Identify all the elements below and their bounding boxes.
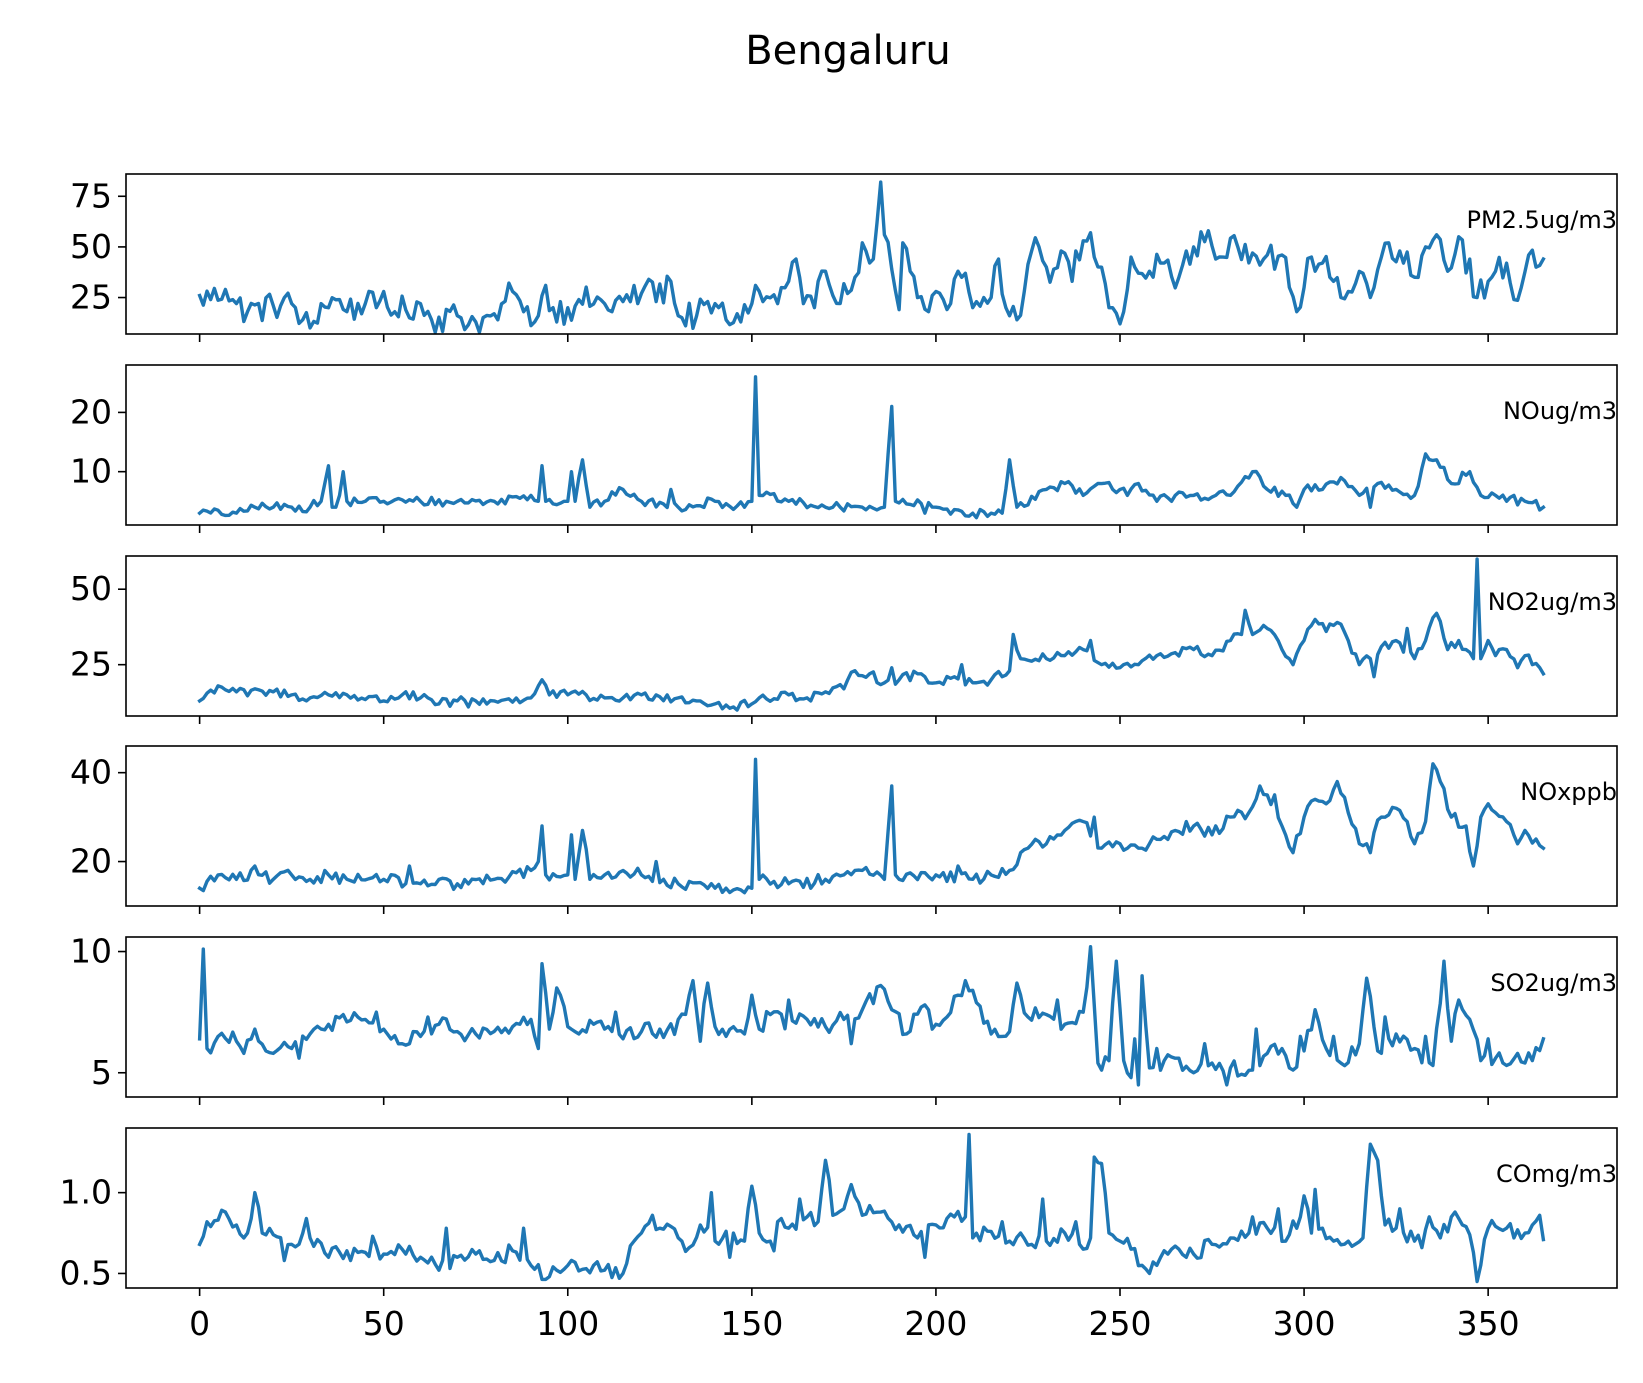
series-line-noxppb — [197, 757, 1546, 895]
panel-label-so2ug-m3: SO2ug/m3 — [1490, 969, 1617, 997]
y-tick-label: 50 — [70, 227, 112, 266]
subplot-no2ug-m3: 25 50 NO2ug/m3 — [70, 555, 1618, 724]
y-tick-label: 40 — [70, 753, 112, 792]
y-tick-label: 20 — [70, 392, 112, 431]
series-line-pm2-5ug-m3 — [197, 180, 1546, 335]
y-tick-label: 10 — [70, 932, 112, 971]
x-tick-label: 300 — [1273, 1304, 1336, 1343]
axes-frame-no2ug-m3 — [125, 555, 1618, 717]
y-tick-label: 20 — [70, 842, 112, 881]
x-tick-label: 50 — [363, 1304, 405, 1343]
x-tick-label: 150 — [720, 1304, 783, 1343]
series-line-no2ug-m3 — [197, 557, 1546, 712]
y-tick-label: 5 — [91, 1053, 112, 1092]
x-tick-label: 350 — [1457, 1304, 1520, 1343]
subplot-pm2-5ug-m3: 25 50 75 PM2.5ug/m3 — [70, 173, 1618, 342]
panel-label-no2ug-m3: NO2ug/m3 — [1488, 588, 1617, 616]
panel-label-pm2-5ug-m3: PM2.5ug/m3 — [1466, 206, 1617, 234]
x-tick-label: 0 — [189, 1304, 210, 1343]
y-tick-label: 1.0 — [60, 1173, 112, 1212]
series-line-comg-m3 — [197, 1132, 1546, 1284]
y-tick-label: 50 — [70, 569, 112, 608]
panel-label-comg-m3: COmg/m3 — [1496, 1160, 1617, 1188]
x-tick-label: 200 — [904, 1304, 967, 1343]
axes-frame-comg-m3 — [125, 1127, 1618, 1289]
subplot-comg-m3: 0.5 1.0 0 50 100 150 200 250 300 350 COmg/m3 — [60, 1127, 1618, 1343]
axes-frame-pm2-5ug-m3 — [125, 173, 1618, 335]
axes-frame-noxppb — [125, 745, 1618, 907]
panel-label-noug-m3: NOug/m3 — [1503, 397, 1617, 425]
chart-title: Bengaluru — [745, 28, 951, 74]
axes-frame-so2ug-m3 — [125, 936, 1618, 1098]
y-tick-label: 75 — [70, 176, 112, 215]
series-line-noug-m3 — [197, 375, 1546, 520]
x-tick-label: 250 — [1089, 1304, 1152, 1343]
subplot-so2ug-m3: 5 10 SO2ug/m3 — [70, 932, 1618, 1105]
subplot-noxppb: 20 40 NOxppb — [70, 745, 1618, 914]
series-line-so2ug-m3 — [197, 945, 1546, 1087]
subplot-noug-m3: 10 20 NOug/m3 — [70, 364, 1618, 533]
y-tick-label: 10 — [70, 452, 112, 491]
y-tick-label: 0.5 — [60, 1253, 112, 1292]
y-tick-label: 25 — [70, 645, 112, 684]
x-tick-label: 100 — [536, 1304, 599, 1343]
axes-frame-noug-m3 — [125, 364, 1618, 526]
panel-label-noxppb: NOxppb — [1520, 778, 1617, 806]
y-tick-label: 25 — [70, 278, 112, 317]
